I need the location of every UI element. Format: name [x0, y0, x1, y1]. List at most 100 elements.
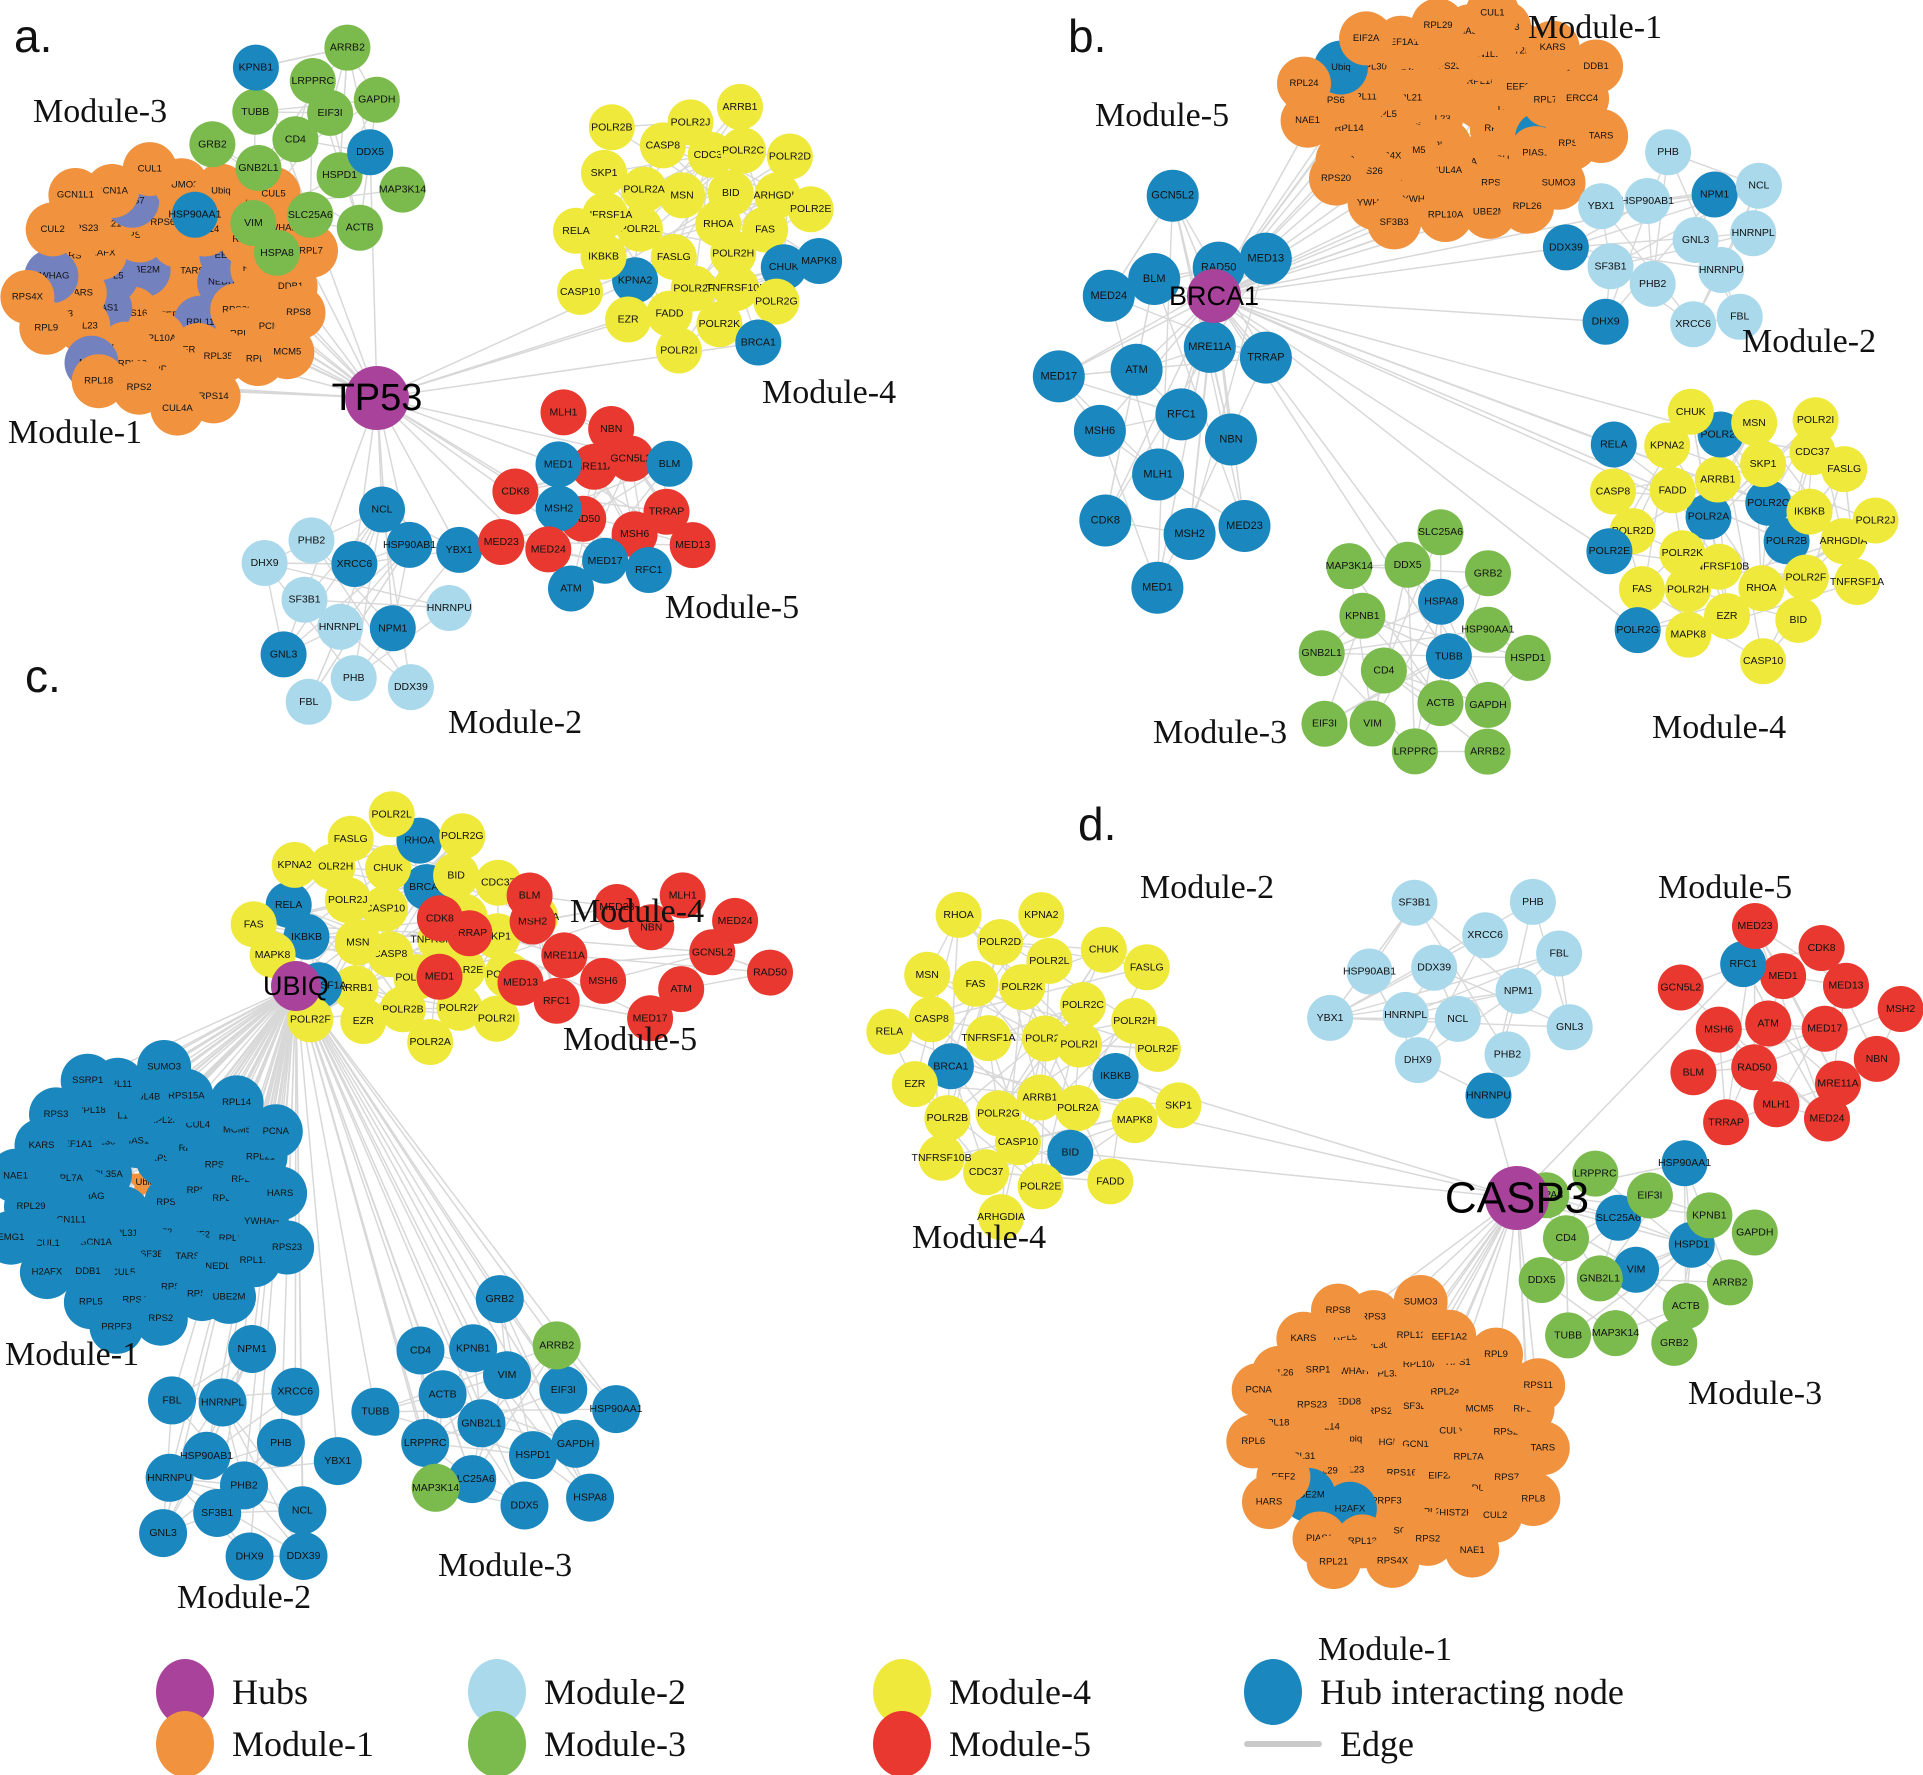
node-label: POLR2F	[290, 1013, 331, 1025]
node-label: ATM	[1125, 364, 1147, 376]
node-circle	[593, 884, 640, 930]
node-label: POLR2L	[372, 808, 412, 820]
hub-edge	[295, 985, 377, 1412]
node-circle	[978, 1194, 1025, 1241]
node-label: CUL1	[1439, 1425, 1463, 1436]
node-circle	[1026, 937, 1073, 984]
node-label: GNL3	[1682, 234, 1710, 246]
module-label: Module-5	[1095, 97, 1229, 134]
node-circle	[580, 957, 627, 1004]
node-label: MAP3K14	[412, 1482, 459, 1494]
node-circle	[669, 522, 716, 569]
node-label: YBX1	[446, 544, 473, 556]
panel-letter: d.	[1078, 798, 1116, 850]
node-label: CD4	[1555, 1232, 1576, 1244]
node-circle	[1123, 944, 1170, 991]
node-circle	[248, 1104, 303, 1159]
node-RPL18: RPL18	[71, 354, 126, 409]
node-label: ARRB2	[1712, 1276, 1747, 1288]
node-label: MCM5	[1466, 1403, 1494, 1414]
node-label: DDX39	[287, 1550, 321, 1562]
node-label: GNL3	[270, 648, 298, 660]
node-circle	[1542, 224, 1589, 271]
node-label: GCN5L2	[610, 453, 651, 465]
node-label: RPS20	[1321, 173, 1351, 184]
node-label: RPL18	[1260, 1418, 1289, 1429]
node-POLR2K: POLR2K	[1659, 530, 1706, 577]
node-circle	[621, 166, 668, 213]
node-label: SLC25A6	[450, 1473, 495, 1485]
node-label: RFC1	[543, 995, 571, 1007]
edge	[1348, 565, 1374, 724]
node-label: GNB2L1	[1302, 647, 1342, 659]
node-RHOA: RHOA	[935, 891, 982, 938]
node-label: POLR2H	[712, 248, 754, 260]
node-label: MED17	[1807, 1023, 1842, 1035]
node-circle	[1087, 1158, 1134, 1205]
node-label: EIF3I	[551, 1384, 576, 1396]
node-circle	[418, 1370, 467, 1419]
node-GNB2L1: GNB2L1	[1576, 1255, 1623, 1302]
node-RPS3: RPS3	[29, 1087, 83, 1142]
node-label: NCL	[1447, 1013, 1468, 1025]
node-label: KPNA2	[618, 274, 653, 286]
node-circle	[478, 519, 525, 565]
node-circle	[1047, 1129, 1094, 1176]
node-circle	[533, 977, 580, 1024]
node-label: EIF3I	[1312, 718, 1337, 730]
node-label: MED1	[425, 971, 454, 983]
node-label: H2AFX	[32, 1267, 63, 1278]
node-label: POLR2A	[1057, 1102, 1098, 1114]
node-ARRB1: ARRB1	[1694, 456, 1741, 503]
node-label: RPS8	[1558, 138, 1583, 149]
node-circle	[506, 872, 553, 919]
node-MED1: MED1	[1131, 561, 1184, 614]
node-label: DDX39	[1417, 962, 1451, 974]
node-circle	[436, 526, 483, 573]
node-circle	[313, 1437, 362, 1486]
panel-letter: b.	[1068, 10, 1106, 62]
node-circle	[500, 1481, 549, 1530]
node-RPS2: RPS2	[133, 1291, 188, 1346]
hub-edge	[369, 152, 378, 399]
node-label: SF3B1	[1398, 897, 1430, 909]
node-circle	[551, 1419, 600, 1468]
node-NAE1: NAE1	[1445, 1523, 1500, 1578]
legend-item-edge: Edge	[1244, 1711, 1414, 1775]
node-label: SLC25A6	[1596, 1212, 1641, 1224]
node-HNRNPL: HNRNPL	[198, 1378, 247, 1427]
node-HNRNPL: HNRNPL	[1730, 210, 1777, 257]
node-circle	[1155, 388, 1208, 441]
node-circle	[1852, 497, 1899, 544]
node-EZR: EZR	[1704, 593, 1750, 640]
node-label: RPS23	[1431, 61, 1461, 72]
node-circle	[1695, 1006, 1742, 1053]
node-label: HNRNPL	[1732, 227, 1775, 239]
node-label: RPL35A	[204, 351, 240, 362]
node-circle	[796, 238, 843, 284]
legend-label: Module-4	[949, 1672, 1091, 1712]
node-label: NBN	[1219, 434, 1242, 446]
node-label: NAE1	[1295, 115, 1320, 126]
node-label: PRPF3	[101, 1321, 132, 1332]
node-label: MAP3K14	[379, 184, 426, 196]
node-circle	[439, 813, 486, 860]
node-NPM1: NPM1	[1691, 171, 1738, 218]
hub-edge	[295, 985, 508, 1376]
node-circle	[1134, 1025, 1181, 1072]
node-label: POLR2B	[591, 121, 632, 133]
hub-node-UBIQ: UBIQ	[263, 961, 329, 1011]
node-label: RPS23	[1297, 1399, 1327, 1410]
node-TNFRSF10B: TNFRSF10B	[706, 265, 766, 311]
node-NBN: NBN	[588, 406, 635, 452]
node-label: RPL24	[1430, 1387, 1459, 1398]
node-label: RPL30	[1360, 1340, 1389, 1351]
nodes-layer: CUL4BRPS13TARSEEF1AUBE2MNEDD8RPS16HIST2H…	[0, 0, 1923, 1590]
module-label: Module-1	[8, 414, 142, 451]
node-RHOA: RHOA	[1738, 565, 1785, 612]
node-label: POLR2G	[755, 296, 798, 308]
node-circle	[189, 121, 236, 168]
node-label: RPL26	[1513, 201, 1542, 212]
node-label: Ubiq	[136, 1177, 156, 1188]
